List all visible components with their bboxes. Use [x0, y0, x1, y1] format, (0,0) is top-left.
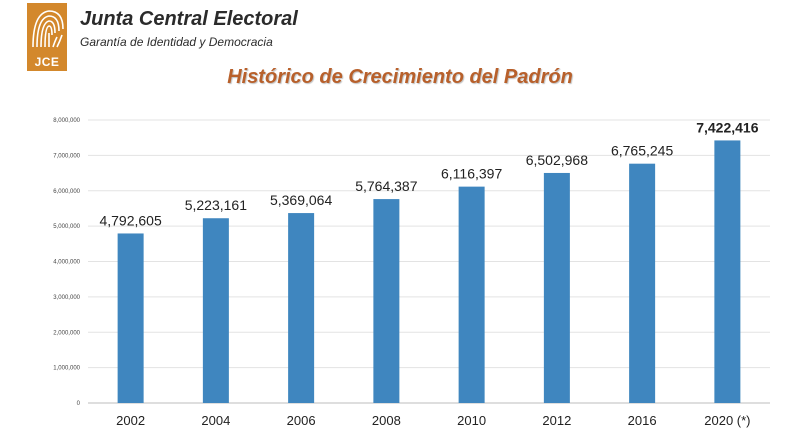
category-label: 2008 — [372, 413, 401, 428]
bar — [543, 172, 570, 403]
category-label: 2020 (*) — [704, 413, 750, 428]
x-axis-categories: 2002 2004 2006 2008 2010 2012 2016 2020 (*) — [116, 413, 750, 428]
category-label: 2006 — [287, 413, 316, 428]
bar-chart: 0 1,000,000 2,000,000 3,000,000 4,000,000 5,0… — [53, 118, 770, 428]
jce-logo: JCE — [27, 3, 67, 71]
org-tagline: Garantía de Identidad y Democracia — [80, 35, 273, 49]
bar — [629, 163, 656, 403]
data-label: 5,764,387 — [355, 178, 417, 194]
y-tick-label: 4,000,000 — [53, 260, 80, 266]
data-label: 7,422,416 — [696, 119, 758, 135]
category-label: 2016 — [628, 413, 657, 428]
category-label: 2002 — [116, 413, 145, 428]
grid-lines — [88, 119, 770, 404]
bar — [117, 233, 144, 403]
logo-text: JCE — [34, 55, 60, 69]
chart-title: Histórico de Crecimiento del Padrón — [227, 66, 573, 88]
y-tick-label: 5,000,000 — [53, 224, 80, 230]
y-tick-label: 7,000,000 — [53, 153, 80, 159]
y-tick-label: 8,000,000 — [53, 118, 80, 124]
bars — [117, 140, 741, 403]
data-label: 6,116,397 — [441, 166, 502, 182]
bar — [202, 218, 229, 403]
y-tick-label: 2,000,000 — [53, 330, 80, 336]
bar — [458, 186, 485, 403]
bar — [714, 140, 741, 403]
category-label: 2004 — [201, 413, 230, 428]
data-label: 5,369,064 — [270, 192, 332, 208]
data-label: 4,792,605 — [99, 212, 161, 228]
org-name: Junta Central Electoral — [80, 8, 298, 30]
y-tick-label: 3,000,000 — [53, 295, 80, 301]
y-axis-ticks: 0 1,000,000 2,000,000 3,000,000 4,000,000 5,0… — [53, 118, 80, 407]
fingerprint-icon — [32, 10, 64, 48]
bar — [288, 213, 315, 403]
bar — [373, 199, 400, 403]
header: JCE Junta Central Electoral Garantía de … — [0, 0, 800, 75]
data-label: 6,765,245 — [611, 143, 673, 159]
category-label: 2012 — [542, 413, 571, 428]
y-tick-label: 6,000,000 — [53, 189, 80, 195]
data-label: 5,223,161 — [185, 197, 247, 213]
data-label: 6,502,968 — [526, 152, 588, 168]
category-label: 2010 — [457, 413, 486, 428]
y-tick-label: 1,000,000 — [53, 366, 80, 372]
y-tick-label: 0 — [77, 401, 81, 407]
data-labels: 4,792,605 5,223,161 5,369,064 5,764,387 6,11… — [99, 119, 758, 228]
